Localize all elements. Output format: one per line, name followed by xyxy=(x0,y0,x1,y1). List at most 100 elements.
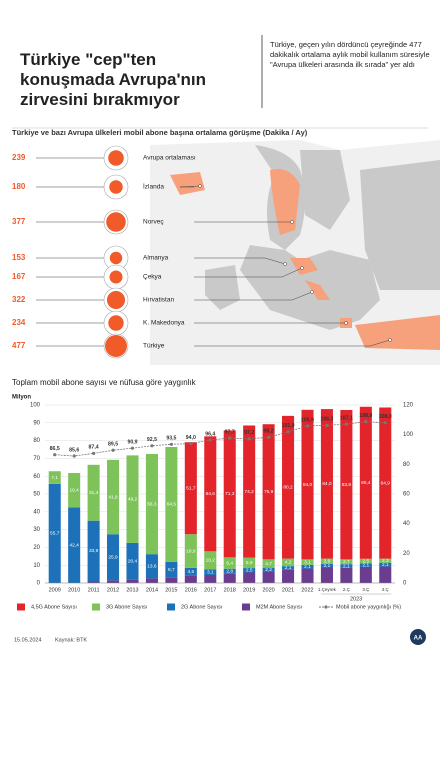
bar-label: 83,9 xyxy=(342,482,352,488)
bar-segment xyxy=(184,442,197,535)
bar-label: 56,3 xyxy=(147,501,157,507)
bubble-value: 239 xyxy=(12,153,26,162)
bar-label: 64,5 xyxy=(167,502,177,508)
bar-label: 41,8 xyxy=(108,494,118,500)
line-point xyxy=(53,453,57,457)
x-tick-label: 2011 xyxy=(88,587,100,593)
line-label: 90,9 xyxy=(127,440,137,446)
bubble-label: Çekya xyxy=(143,274,162,281)
y-tick-label: 50 xyxy=(33,492,40,498)
bar-segment xyxy=(262,559,275,568)
bubble xyxy=(106,212,126,232)
y2-tick-label: 20 xyxy=(403,551,410,557)
x-tick-label: 2013 xyxy=(126,587,138,593)
bar-label: 2,1 xyxy=(304,564,311,570)
line-point xyxy=(364,420,368,424)
connector xyxy=(194,267,303,278)
bar-title: Toplam mobil abone sayısı ve nüfusa göre… xyxy=(12,378,197,387)
y-tick-label: 10 xyxy=(33,563,40,569)
legend-marker xyxy=(324,605,328,609)
x-tick-label: 4.Ç xyxy=(382,587,390,592)
line-point xyxy=(383,421,387,425)
line-label: 98,2 xyxy=(264,429,274,435)
bar-segment xyxy=(262,567,275,572)
bar-label: 10,2 xyxy=(206,558,216,564)
line-point xyxy=(208,438,212,442)
bar-label: 75,9 xyxy=(264,489,274,495)
connector-dot xyxy=(310,290,314,294)
bar-label: 49,2 xyxy=(128,496,138,502)
bar-segment xyxy=(301,409,314,560)
legend-swatch xyxy=(92,603,100,611)
bubble-label: İzlanda xyxy=(143,182,164,191)
y-tick-label: 90 xyxy=(33,420,40,426)
bar-segment xyxy=(68,507,81,583)
bubble-value: 234 xyxy=(12,318,26,327)
bubble xyxy=(108,150,124,166)
bar-segment xyxy=(359,558,372,564)
bubble-value: 377 xyxy=(12,217,26,226)
bar-label: 25,9 xyxy=(108,555,118,561)
bar-segment xyxy=(204,569,217,575)
bar-label: 71,3 xyxy=(225,491,235,497)
bar-segment xyxy=(87,520,100,582)
line-label: 96,4 xyxy=(205,431,215,437)
bar-segment xyxy=(107,534,120,581)
bar-label: 31,4 xyxy=(89,490,99,496)
bar-segment xyxy=(184,575,197,583)
bar-segment xyxy=(379,562,392,567)
bar-segment xyxy=(320,558,333,564)
line-point xyxy=(150,444,154,448)
bar-segment xyxy=(204,551,217,570)
logo-badge xyxy=(410,629,426,645)
bar-label: 2,9 xyxy=(324,558,331,564)
x-tick-label: 2009 xyxy=(49,587,61,593)
x-tick-label: 2020 xyxy=(262,587,274,593)
bar-label: 2,8 xyxy=(226,569,233,575)
bar-label: 2,1 xyxy=(382,562,389,568)
bar-label: 19,4 xyxy=(69,488,79,494)
y2-tick-label: 60 xyxy=(403,492,410,498)
bar-segment xyxy=(165,561,178,578)
line-point xyxy=(228,436,232,440)
bar-segment xyxy=(165,447,178,562)
bubble-value: 477 xyxy=(12,341,26,350)
bar-segment xyxy=(320,563,333,568)
bar-segment xyxy=(145,453,158,555)
bar-segment xyxy=(301,564,314,569)
bar-segment xyxy=(359,563,372,567)
bar-segment xyxy=(126,542,139,580)
y2-tick-label: 100 xyxy=(403,432,414,438)
bar-segment xyxy=(379,407,392,559)
bubble-label: Avrupa ortalaması xyxy=(143,155,196,162)
connector xyxy=(194,291,313,301)
legend-swatch xyxy=(17,603,25,611)
bar-label: 7,1 xyxy=(51,475,58,481)
bar-segment xyxy=(184,534,197,568)
bubble xyxy=(109,251,123,265)
legend-swatch xyxy=(167,603,175,611)
legend-label: M2M Abone Sayısı xyxy=(256,604,302,610)
y-tick-label: 0 xyxy=(37,581,41,587)
line-label: 97,7 xyxy=(225,429,235,435)
bar-label: 2,1 xyxy=(343,563,350,569)
bar-segment xyxy=(320,409,333,559)
bar-label: 3,1 xyxy=(207,569,214,575)
bar-label: 80,2 xyxy=(283,485,293,491)
legend-label: 3G Abone Sayısı xyxy=(106,604,147,610)
connector xyxy=(194,339,391,347)
bar-segment xyxy=(145,554,158,579)
bar-segment xyxy=(223,573,236,583)
bubble xyxy=(109,180,123,194)
connector xyxy=(194,257,286,265)
x-tick-label: 1.Çeyrek xyxy=(318,587,337,592)
bar-segment xyxy=(223,557,236,569)
x-tick-label: 2018 xyxy=(224,587,236,593)
line-point xyxy=(325,423,329,427)
map xyxy=(150,140,440,365)
bubble xyxy=(105,335,127,357)
bar-segment xyxy=(359,406,372,559)
legend-swatch xyxy=(242,603,250,611)
y2-tick-label: 40 xyxy=(403,521,410,527)
